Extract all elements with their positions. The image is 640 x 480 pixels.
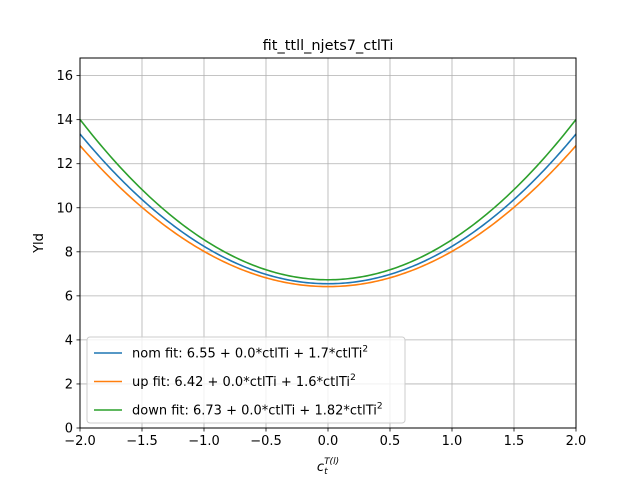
y-tick-label: 10 (56, 201, 73, 216)
x-tick-label: −1.5 (126, 434, 158, 449)
x-tick-label: −0.5 (250, 434, 282, 449)
x-tick-label: 1.0 (442, 434, 463, 449)
x-tick-label: 2.0 (566, 434, 587, 449)
x-axis-label-base: c (317, 460, 324, 475)
series-line-1 (79, 145, 577, 288)
x-axis-label-sub: t (324, 467, 328, 477)
y-tick-label: 4 (65, 333, 73, 348)
y-tick-label: 14 (56, 113, 73, 128)
series-line-0 (79, 133, 577, 285)
chart-title: fit_ttll_njets7_ctlTi (263, 38, 394, 54)
y-tick-label: 8 (65, 245, 73, 260)
legend-label-0: nom fit: 6.55 + 0.0*ctlTi + 1.7*ctlTi2 (132, 345, 368, 362)
y-tick-label: 6 (65, 289, 73, 304)
x-axis-label: cT(l) t (317, 457, 339, 477)
y-tick-label: 0 (65, 422, 73, 437)
x-tick-label: −1.0 (188, 434, 220, 449)
y-tick-label: 16 (56, 69, 73, 84)
legend: nom fit: 6.55 + 0.0*ctlTi + 1.7*ctlTi2 up… (86, 336, 406, 424)
x-tick-label: 1.5 (504, 434, 525, 449)
y-tick-label: 2 (65, 377, 73, 392)
x-tick-label: 0.5 (380, 434, 401, 449)
legend-label-2: down fit: 6.73 + 0.0*ctlTi + 1.82*ctlTi2 (132, 402, 383, 419)
x-axis-label-sup: T(l) (324, 457, 339, 467)
x-tick-label: −2.0 (64, 434, 96, 449)
y-axis-label: Yld (32, 233, 47, 254)
legend-box (86, 336, 406, 424)
series-line-2 (79, 118, 577, 281)
axis-ticks: −2.0 −1.5 −1.0 −0.5 0.0 0.5 1.0 1.5 2.0 0 2 4 6 8 10 12… (56, 69, 586, 449)
y-tick-label: 12 (56, 157, 73, 172)
series-lines (79, 118, 577, 288)
x-tick-label: 0.0 (318, 434, 339, 449)
legend-label-1: up fit: 6.42 + 0.0*ctlTi + 1.6*ctlTi2 (132, 373, 356, 390)
